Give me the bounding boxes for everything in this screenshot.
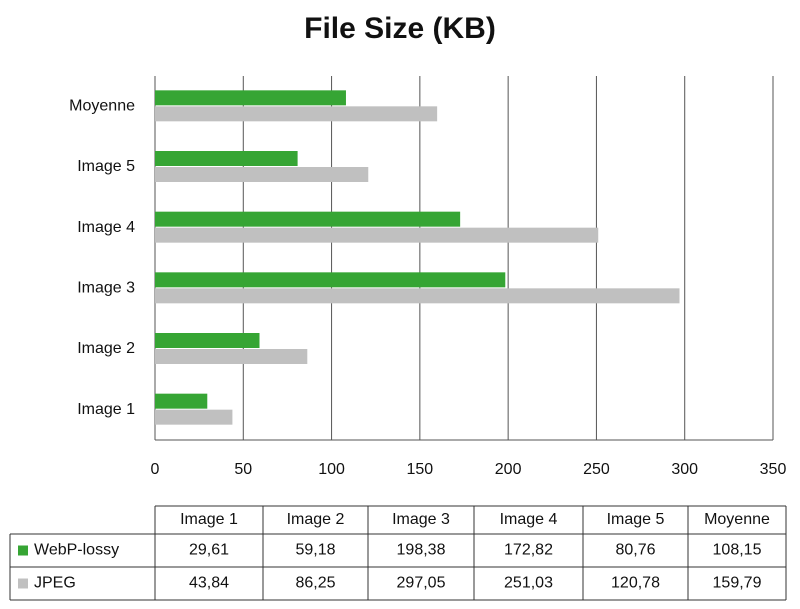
bar bbox=[155, 393, 208, 409]
table-cell: 29,61 bbox=[189, 542, 229, 559]
x-tick-label: 200 bbox=[495, 461, 522, 478]
table-cell: 120,78 bbox=[611, 575, 660, 592]
y-tick-label: Image 4 bbox=[77, 219, 135, 236]
x-tick-label: 50 bbox=[234, 461, 252, 478]
legend-label: JPEG bbox=[34, 575, 76, 592]
table-header: Image 3 bbox=[392, 511, 450, 528]
bar bbox=[155, 272, 506, 288]
table-cell: 159,79 bbox=[713, 575, 762, 592]
bar bbox=[155, 106, 438, 122]
legend-label: WebP-lossy bbox=[34, 542, 119, 559]
table-cell: 86,25 bbox=[295, 575, 335, 592]
y-tick-label: Image 1 bbox=[77, 401, 135, 418]
y-tick-label: Image 3 bbox=[77, 280, 135, 297]
table-header: Image 2 bbox=[287, 511, 345, 528]
y-tick-label: Image 2 bbox=[77, 340, 135, 357]
x-tick-label: 150 bbox=[407, 461, 434, 478]
x-tick-label: 100 bbox=[318, 461, 345, 478]
table-header: Image 4 bbox=[500, 511, 558, 528]
table-cell: 297,05 bbox=[397, 575, 446, 592]
x-tick-label: 0 bbox=[151, 461, 160, 478]
table-cell: 59,18 bbox=[295, 542, 335, 559]
table-cell: 198,38 bbox=[397, 542, 446, 559]
table-cell: 80,76 bbox=[615, 542, 655, 559]
table-header: Image 1 bbox=[180, 511, 238, 528]
y-tick-label: Moyenne bbox=[69, 98, 135, 115]
x-tick-label: 350 bbox=[760, 461, 787, 478]
x-tick-label: 250 bbox=[583, 461, 610, 478]
table-cell: 251,03 bbox=[504, 575, 553, 592]
bar bbox=[155, 167, 369, 182]
table-cell: 108,15 bbox=[713, 542, 762, 559]
bar bbox=[155, 333, 260, 348]
bar bbox=[155, 227, 599, 243]
chart-title: File Size (KB) bbox=[304, 12, 496, 45]
bar bbox=[155, 211, 461, 227]
legend-swatch bbox=[18, 578, 28, 589]
bar bbox=[155, 349, 308, 364]
table-cell: 43,84 bbox=[189, 575, 229, 592]
y-tick-label: Image 5 bbox=[77, 158, 135, 175]
table-cell: 172,82 bbox=[504, 542, 553, 559]
table-header: Image 5 bbox=[607, 511, 665, 528]
legend-swatch bbox=[18, 545, 28, 556]
bar bbox=[155, 90, 346, 106]
bar bbox=[155, 288, 680, 304]
bar bbox=[155, 409, 233, 425]
x-tick-label: 300 bbox=[671, 461, 698, 478]
table-header: Moyenne bbox=[704, 511, 770, 528]
bar bbox=[155, 151, 298, 166]
